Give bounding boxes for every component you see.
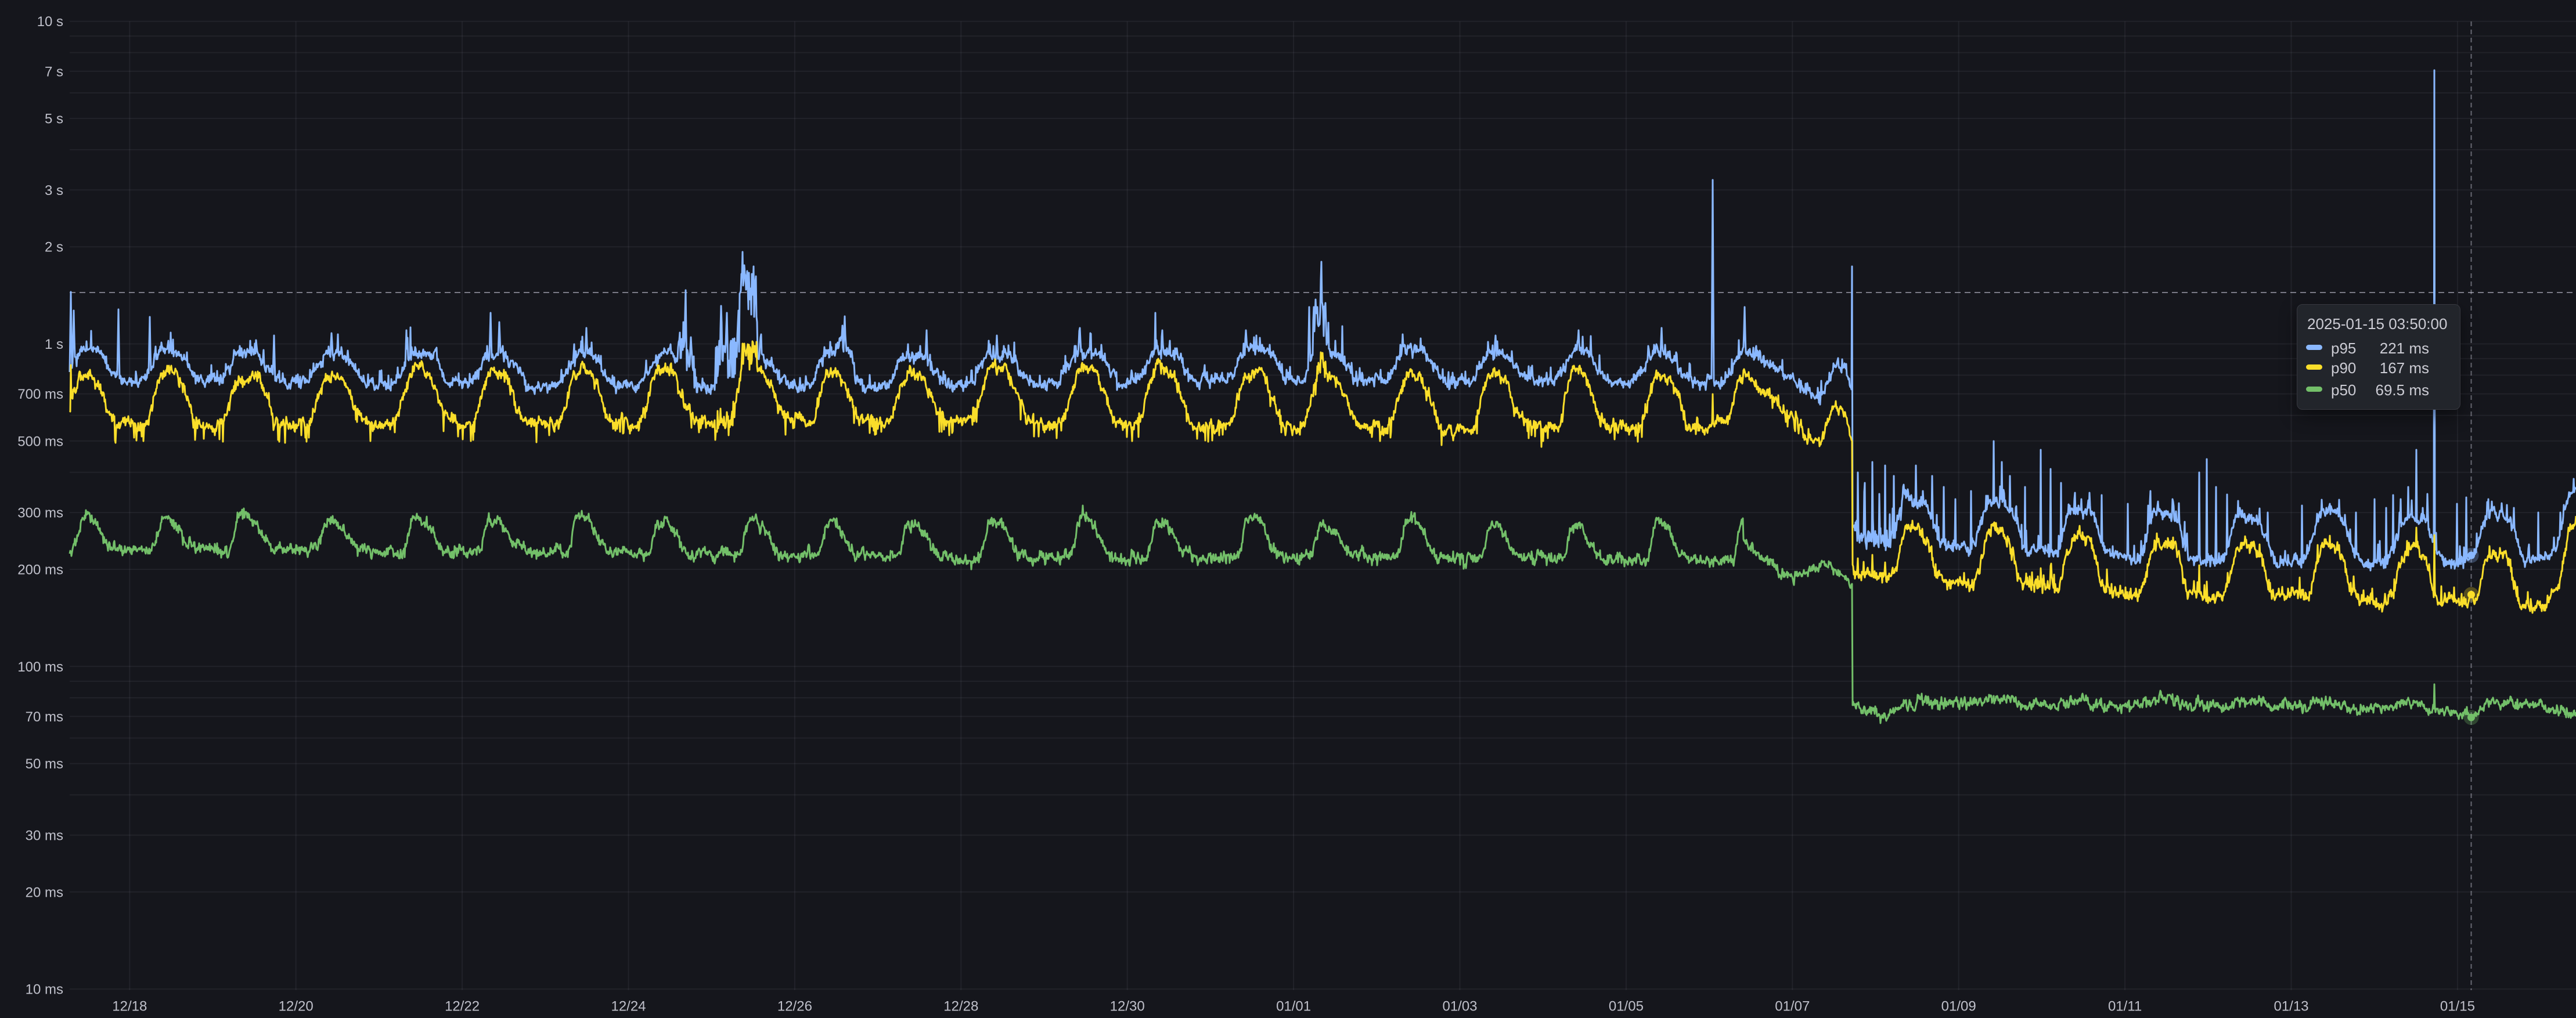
svg-text:300 ms: 300 ms <box>17 506 63 521</box>
svg-text:12/28: 12/28 <box>943 999 978 1015</box>
svg-text:50 ms: 50 ms <box>26 756 63 772</box>
svg-text:2 s: 2 s <box>45 240 63 255</box>
svg-text:12/22: 12/22 <box>445 999 480 1015</box>
svg-text:12/26: 12/26 <box>777 999 812 1015</box>
svg-text:12/24: 12/24 <box>611 999 646 1015</box>
svg-text:01/13: 01/13 <box>2274 999 2308 1015</box>
svg-text:5 s: 5 s <box>45 111 63 127</box>
svg-text:12/18: 12/18 <box>112 999 147 1015</box>
svg-text:01/11: 01/11 <box>2108 999 2142 1015</box>
svg-text:500 ms: 500 ms <box>17 434 63 449</box>
svg-text:200 ms: 200 ms <box>17 562 63 578</box>
svg-text:12/30: 12/30 <box>1110 999 1145 1015</box>
svg-text:70 ms: 70 ms <box>26 709 63 725</box>
svg-text:01/01: 01/01 <box>1276 999 1311 1015</box>
svg-text:01/07: 01/07 <box>1775 999 1810 1015</box>
svg-text:7 s: 7 s <box>45 64 63 80</box>
svg-text:01/03: 01/03 <box>1442 999 1477 1015</box>
svg-text:20 ms: 20 ms <box>26 885 63 900</box>
svg-text:100 ms: 100 ms <box>17 659 63 675</box>
svg-text:10 s: 10 s <box>37 14 63 30</box>
svg-text:1 s: 1 s <box>45 337 63 352</box>
svg-text:01/05: 01/05 <box>1609 999 1644 1015</box>
svg-text:01/15: 01/15 <box>2440 999 2475 1015</box>
svg-text:30 ms: 30 ms <box>26 828 63 843</box>
svg-text:01/09: 01/09 <box>1941 999 1976 1015</box>
svg-text:700 ms: 700 ms <box>17 387 63 402</box>
svg-text:3 s: 3 s <box>45 183 63 198</box>
svg-text:10 ms: 10 ms <box>26 982 63 998</box>
svg-text:12/20: 12/20 <box>279 999 314 1015</box>
